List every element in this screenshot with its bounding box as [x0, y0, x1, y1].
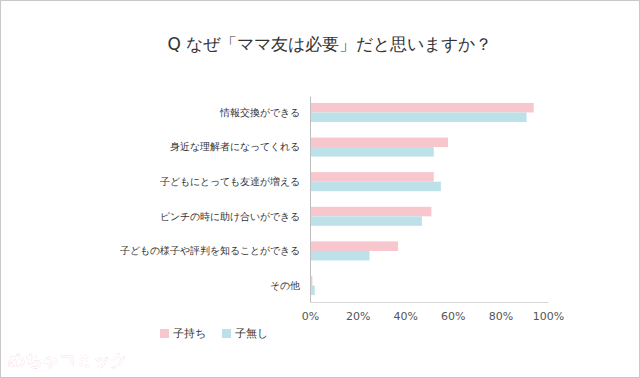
legend-label: 子無し — [235, 327, 268, 340]
tick-label: 80% — [489, 310, 513, 323]
bar — [310, 147, 434, 157]
tick: 80% — [489, 302, 513, 323]
tick: 20% — [346, 302, 370, 323]
tick-label: 100% — [533, 310, 564, 323]
bars — [310, 103, 534, 295]
tick: 身近な理解者になってくれる — [170, 141, 310, 152]
bar — [310, 182, 441, 192]
legend-item: 子無し — [222, 327, 268, 340]
frame — [1, 1, 640, 378]
category-label: 身近な理解者になってくれる — [170, 141, 300, 152]
tick: 情報交換ができる — [219, 107, 310, 118]
tick: 60% — [441, 302, 465, 323]
bar — [310, 138, 448, 148]
logo-text: めちゃコミック — [8, 350, 127, 370]
bar — [310, 207, 431, 217]
bar — [310, 251, 370, 261]
legend-swatch — [222, 329, 231, 338]
legend: 子持ち 子無し — [160, 327, 268, 340]
legend-item: 子持ち — [160, 327, 206, 340]
category-label: 子どもの様子や評判を知ることができる — [120, 245, 300, 256]
axis-line — [310, 97, 311, 303]
legend-label: 子持ち — [173, 327, 206, 340]
axis-line — [311, 302, 549, 303]
bar — [310, 112, 527, 122]
tick: ピンチの時に助け合いができる — [160, 211, 310, 222]
x-axis: 0% 20% 40% 60% 80% 100% — [302, 302, 564, 323]
category-label: 子どもにとっても友達が増える — [160, 176, 300, 187]
category-label: その他 — [270, 280, 300, 291]
tick: その他 — [270, 280, 310, 291]
bar — [310, 103, 534, 113]
category-label: ピンチの時に助け合いができる — [160, 211, 300, 222]
legend-swatch — [160, 329, 169, 338]
tick-label: 40% — [393, 310, 417, 323]
bar — [310, 241, 398, 251]
bar — [310, 172, 434, 182]
bar — [310, 216, 422, 226]
category-label: 情報交換ができる — [219, 107, 300, 118]
tick-label: 20% — [346, 310, 370, 323]
tick: 子どもにとっても友達が増える — [160, 176, 310, 187]
chart: Q なぜ「ママ友は必要」だと思いますか？ 0% 20% 40% 60% 80% 100% 情報… — [0, 0, 640, 378]
title: Q なぜ「ママ友は必要」だと思いますか？ — [168, 34, 493, 54]
tick: 子どもの様子や評判を知ることができる — [120, 245, 310, 256]
y-axis: 情報交換ができる身近な理解者になってくれる子どもにとっても友達が増えるピンチの時… — [120, 97, 311, 303]
tick: 0% — [302, 302, 319, 323]
tick-label: 60% — [441, 310, 465, 323]
tick: 40% — [393, 302, 417, 323]
tick-label: 0% — [302, 310, 319, 323]
tick: 100% — [533, 302, 564, 323]
